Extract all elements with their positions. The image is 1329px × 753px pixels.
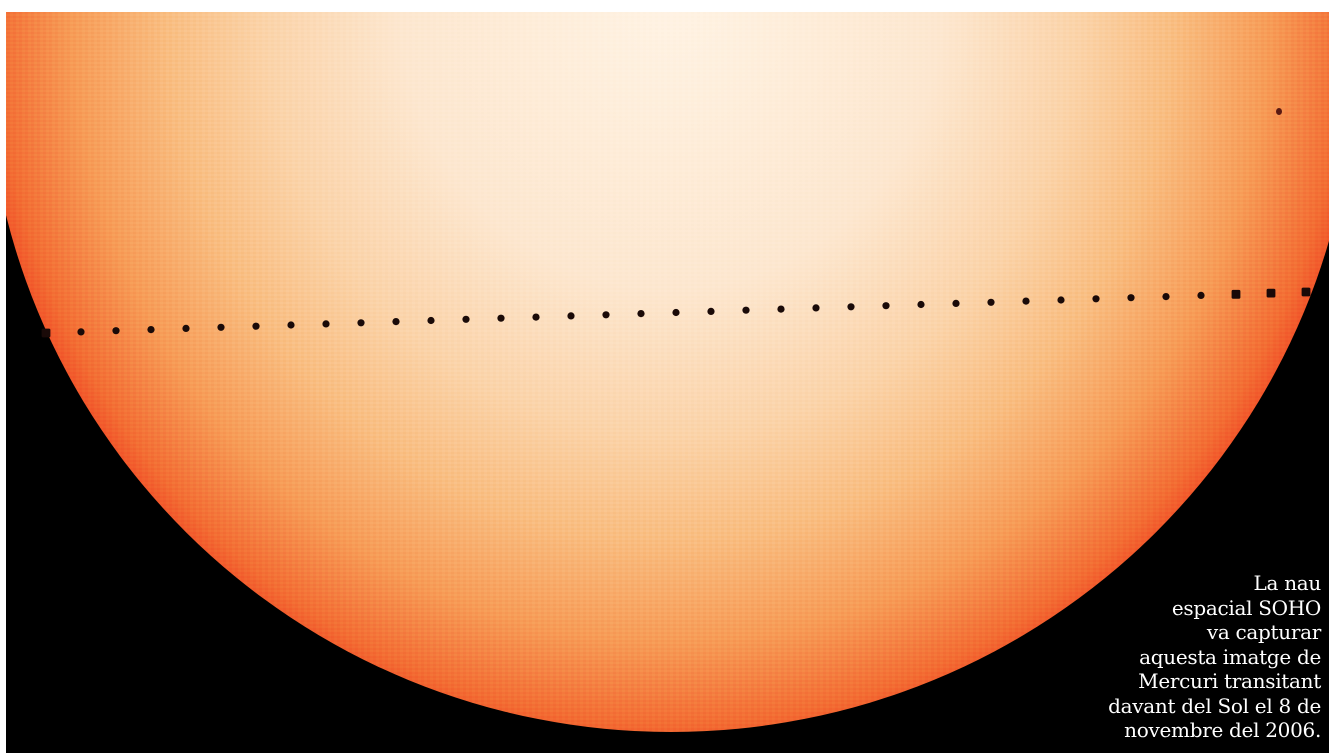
mercury-transit-dot	[847, 303, 855, 311]
caption-line: davant del Sol el 8 de	[1108, 693, 1321, 718]
mercury-transit-dot	[287, 321, 295, 329]
mercury-transit-dot	[1231, 289, 1241, 299]
mercury-transit-dot	[1127, 294, 1135, 302]
mercury-transit-dot	[1092, 295, 1100, 303]
mercury-transit-dot	[637, 310, 645, 318]
mercury-transit-dot	[392, 318, 400, 326]
mercury-transit-dot	[1057, 296, 1065, 304]
mercury-transit-dot	[917, 300, 925, 309]
mercury-transit-dot	[322, 320, 330, 328]
sun-photo	[6, 12, 1329, 753]
caption-line: Mercuri transitant	[1138, 669, 1321, 693]
mercury-transit-dot	[672, 308, 680, 317]
mercury-transit-dot	[777, 305, 785, 313]
mercury-transit-dot	[252, 322, 260, 330]
mercury-transit-dot	[1022, 297, 1030, 305]
mercury-transit-path	[41, 287, 1311, 338]
mercury-transit-dot	[147, 326, 155, 334]
caption-line: La nau	[1253, 571, 1322, 595]
mercury-transit-dot	[1266, 288, 1276, 298]
caption-line: espacial SOHO	[1171, 595, 1321, 620]
sunspot	[1276, 108, 1282, 115]
mercury-transit-dot	[41, 328, 51, 338]
mercury-transit-dot	[112, 327, 120, 335]
caption-line: va capturar	[1206, 620, 1321, 644]
caption-line: novembre del 2006.	[1124, 718, 1321, 742]
mercury-transit-dot	[182, 324, 190, 332]
mercury-transit-dot	[812, 304, 820, 312]
mercury-transit-dot	[462, 315, 470, 323]
mercury-transit-dot	[427, 316, 435, 325]
mercury-transit-dot	[602, 311, 610, 319]
mercury-transit-dot	[567, 312, 575, 320]
mercury-transit-dot	[1301, 287, 1311, 297]
mercury-transit-dot	[1162, 293, 1170, 301]
mercury-transit-dot	[497, 314, 505, 322]
mercury-transit-dot	[357, 319, 365, 327]
mercury-transit-dot	[1197, 291, 1205, 299]
mercury-transit-dot	[707, 307, 715, 315]
mercury-transit-dot	[217, 323, 225, 331]
mercury-transit-dot	[742, 306, 750, 314]
mercury-transit-dot	[882, 302, 890, 310]
mercury-transit-dot	[952, 299, 960, 307]
photo-caption: La nau espacial SOHO va capturar aquesta…	[1011, 571, 1321, 743]
caption-line: aquesta imatge de	[1139, 644, 1321, 669]
mercury-transit-dot	[532, 313, 540, 321]
mercury-transit-dot	[987, 298, 995, 306]
mercury-transit-dot	[77, 328, 85, 336]
